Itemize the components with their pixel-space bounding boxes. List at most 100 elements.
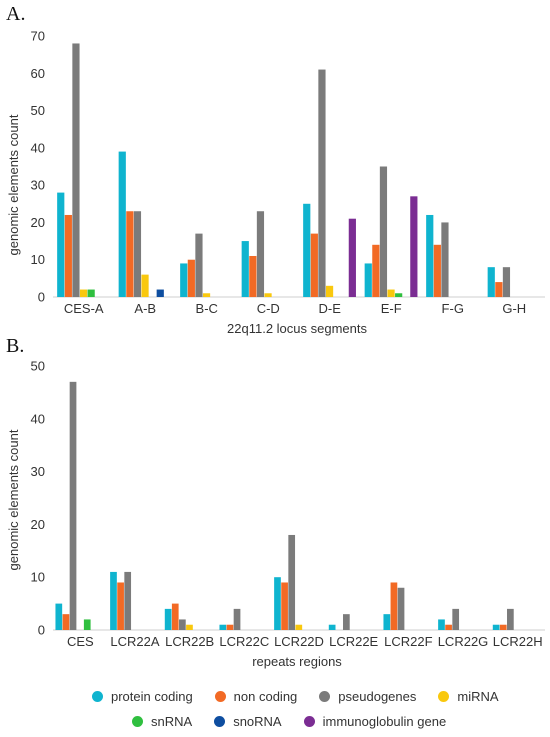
panel-b-bar-lcr22f-protein-coding xyxy=(383,614,391,630)
panel-b-x-tick-label-lcr22b: LCR22B xyxy=(165,634,214,649)
panel-b-bar-lcr22a-protein-coding xyxy=(110,571,117,630)
panel-a-bar-d-e-non-coding xyxy=(310,233,318,297)
legend-item-snrna: snRNA xyxy=(132,714,192,729)
panel-a-y-tick-label: 60 xyxy=(31,66,45,81)
panel-a-bar-e-f-non-coding xyxy=(372,244,380,297)
panel-b-bar-lcr22d-protein-coding xyxy=(274,577,281,630)
panel-b-bar-lcr22c-protein-coding xyxy=(219,624,227,630)
panel-b-bar-ces-non-coding xyxy=(62,614,70,630)
panel-a-y-tick-label: 30 xyxy=(31,178,45,193)
panel-a-bar-e-f-snrna xyxy=(395,293,403,297)
panel-a-bar-d-e-mirna xyxy=(325,285,334,297)
panel-a-bar-a-b-non-coding xyxy=(126,211,134,297)
panel-a-bar-ces-a-pseudogenes xyxy=(72,43,80,298)
panel-b-y-tick-label: 10 xyxy=(31,570,45,585)
panel-b-y-tick-label: 30 xyxy=(31,464,45,479)
panel-b-bar-lcr22b-non-coding xyxy=(171,603,179,630)
panel-b-bar-lcr22b-protein-coding xyxy=(164,608,172,630)
panel-b-bar-lcr22c-non-coding xyxy=(226,624,234,630)
panel-a-x-tick-label-d-e: D-E xyxy=(319,301,342,316)
panel-a-bar-c-d-mirna xyxy=(264,293,272,297)
panel-a-x-tick-label-ces-a: CES-A xyxy=(64,301,104,316)
panel-a-bar-e-f-pseudogenes xyxy=(379,166,388,297)
panel-a-plot: 0 10 20 30 40 50 60 70 CES-A A-B B-C C-D D-E E-F F-G G-… xyxy=(31,29,545,316)
panel-a-x-tick-label-g-h: G-H xyxy=(502,301,526,316)
legend-label-snorna: snoRNA xyxy=(233,714,282,729)
panel-a-bar-g-h-pseudogenes xyxy=(502,267,511,297)
panel-b-bar-lcr22g-pseudogenes xyxy=(452,608,460,630)
panel-b-bar-lcr22h-non-coding xyxy=(499,624,507,630)
panel-a-ylabel: genomic elements count xyxy=(6,114,21,255)
panel-b-bar-lcr22d-pseudogenes xyxy=(288,534,296,630)
panel-b-y-tick-label: 40 xyxy=(31,411,45,426)
legend-label-mirna: miRNA xyxy=(457,689,499,704)
panel-a-bar-f-g-protein-coding xyxy=(426,214,434,297)
legend-swatch-protein-coding xyxy=(92,691,103,702)
panel-b-bar-lcr22d-non-coding xyxy=(281,582,288,630)
panel-a-bar-e-f-immunoglobulin-gene xyxy=(410,196,418,297)
panel-b-bar-lcr22f-non-coding xyxy=(390,582,398,630)
legend-item-protein-coding: protein coding xyxy=(92,689,193,704)
panel-b-bar-lcr22a-pseudogenes xyxy=(124,571,132,630)
panel-a-bar-a-b-snorna xyxy=(156,289,164,297)
panel-b-bar-lcr22f-pseudogenes xyxy=(397,587,405,630)
panel-b-y-tick-label: 50 xyxy=(31,359,45,374)
panel-b-x-tick-label-lcr22c: LCR22C xyxy=(219,634,269,649)
panel-a-x-tick-label-f-g: F-G xyxy=(442,301,464,316)
panel-b-x-tick-label-lcr22g: LCR22G xyxy=(438,634,489,649)
panel-a-x-tick-label-e-f: E-F xyxy=(381,301,402,316)
legend-swatch-pseudogenes xyxy=(319,691,331,702)
panel-b-bar-lcr22e-pseudogenes xyxy=(343,614,350,630)
panel-b-bar-lcr22e-protein-coding xyxy=(328,624,336,630)
panel-a-y-tick-label: 70 xyxy=(31,29,45,44)
panel-a-bar-c-d-pseudogenes xyxy=(256,211,265,297)
legend-item-immunoglobulin-gene: immunoglobulin gene xyxy=(303,714,447,729)
panel-b-bar-lcr22a-non-coding xyxy=(117,582,124,630)
panel-b-x-tick-label-lcr22d: LCR22D xyxy=(274,634,324,649)
panel-a-bar-e-f-mirna xyxy=(387,289,395,297)
legend-label-pseudogenes: pseudogenes xyxy=(338,689,417,704)
panel-a-bar-b-c-mirna xyxy=(202,293,211,297)
legend-swatch-mirna xyxy=(438,691,450,702)
legend-swatch-snrna xyxy=(132,716,143,727)
panel-a-bar-a-b-pseudogenes xyxy=(133,211,142,297)
legend-label-protein-coding: protein coding xyxy=(111,689,193,704)
panel-a-bar-a-b-mirna xyxy=(141,274,149,297)
panel-a-bar-ces-a-protein-coding xyxy=(57,192,65,297)
panel-a-bar-b-c-non-coding xyxy=(187,259,195,297)
panel-b-xlabel: repeats regions xyxy=(252,654,342,669)
legend-label-immunoglobulin-gene: immunoglobulin gene xyxy=(322,714,447,729)
panel-a-bar-ces-a-snrna xyxy=(87,289,95,297)
legend-swatch-snorna xyxy=(214,716,226,727)
panel-b-y-tick-label: 0 xyxy=(38,623,45,638)
panel-a-y-tick-label: 10 xyxy=(31,252,45,267)
panel-a-xlabel: 22q11.2 locus segments xyxy=(227,321,367,336)
panel-b-label: B. xyxy=(6,335,24,357)
panel-b-x-tick-label-lcr22h: LCR22H xyxy=(493,634,543,649)
panel-b-x-tick-label-ces: CES xyxy=(67,634,94,649)
panel-b-x-tick-label-lcr22e: LCR22E xyxy=(329,634,378,649)
panel-a-bar-f-g-non-coding xyxy=(433,244,441,297)
panel-b-y-tick-label: 20 xyxy=(31,517,45,532)
panel-a-y-tick-label: 40 xyxy=(31,140,45,155)
panel-a-x-tick-label-b-c: B-C xyxy=(196,301,218,316)
panel-a-bar-ces-a-non-coding xyxy=(64,214,72,297)
legend-item-non-coding: non coding xyxy=(214,689,297,704)
panel-b-bar-lcr22d-mirna xyxy=(295,624,303,630)
panel-a-label: A. xyxy=(6,3,25,25)
legend-swatch-non-coding xyxy=(214,691,226,702)
figure: A. genomic elements count 22q11.2 locus … xyxy=(6,3,545,669)
legend-label-snrna: snRNA xyxy=(151,714,193,729)
panel-b-bar-ces-snrna xyxy=(83,619,91,630)
panel-b-bar-lcr22g-protein-coding xyxy=(438,619,445,630)
panel-a-bar-e-f-protein-coding xyxy=(364,263,372,297)
panel-a-y-tick-label: 20 xyxy=(31,215,45,230)
panel-a-bar-a-b-protein-coding xyxy=(118,151,126,297)
legend-swatch-immunoglobulin-gene xyxy=(303,716,315,727)
panel-a-y-tick-label: 0 xyxy=(38,290,45,305)
panel-a-bar-g-h-protein-coding xyxy=(487,267,495,297)
panel-a-bar-d-e-immunoglobulin-gene xyxy=(348,218,356,297)
panel-b-bar-lcr22b-pseudogenes xyxy=(179,619,186,630)
panel-a-x-tick-label-c-d: C-D xyxy=(257,301,280,316)
panel-b-bar-lcr22g-non-coding xyxy=(445,624,452,630)
